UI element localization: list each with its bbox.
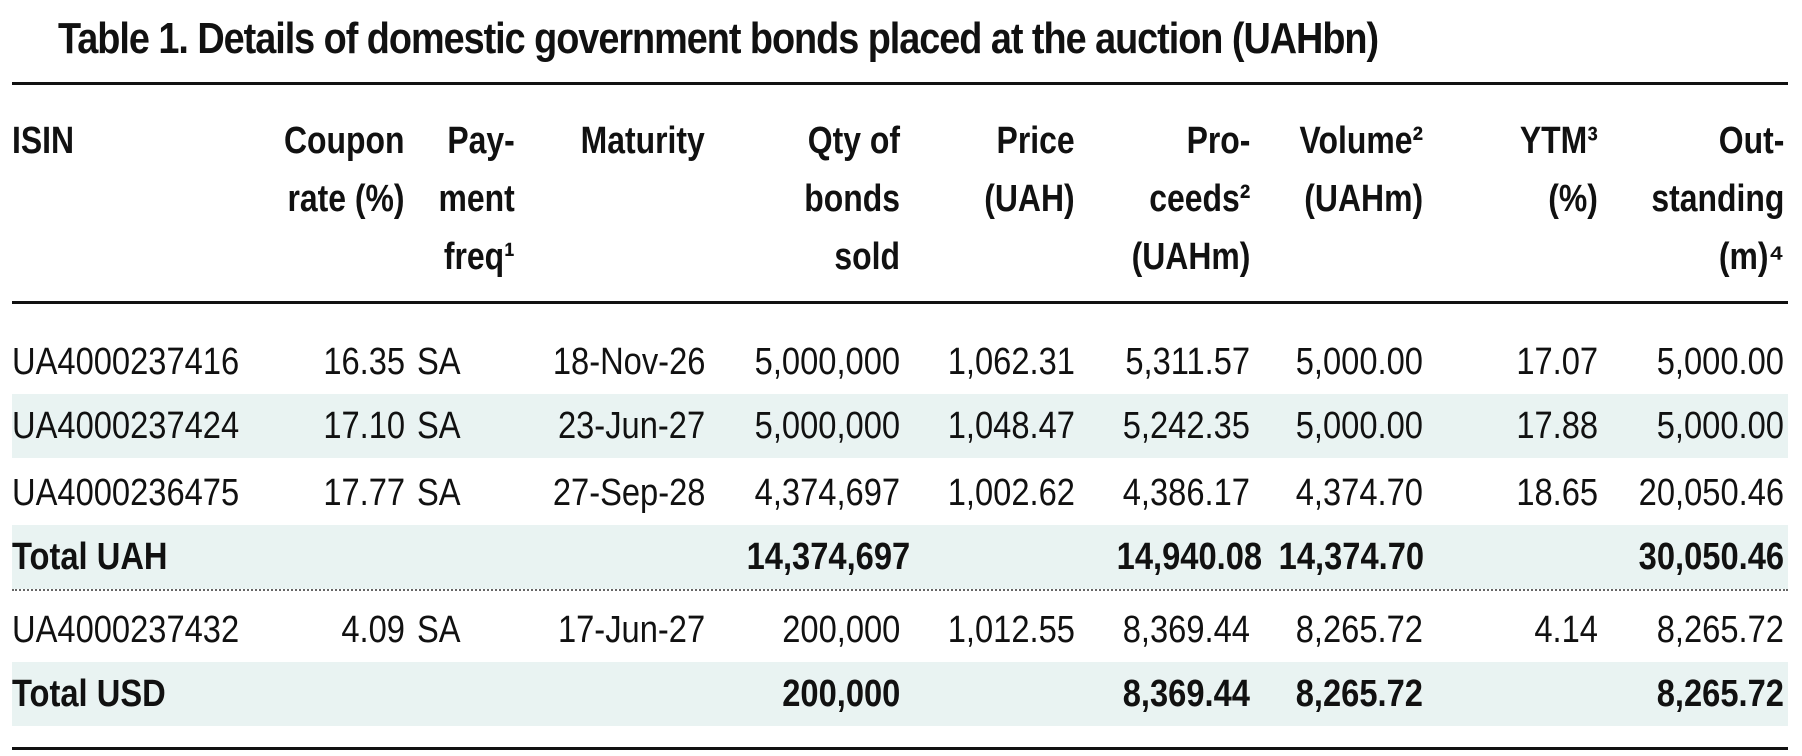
cell-coupon: 16.35: [323, 341, 405, 383]
cell-price: 1,062.31: [947, 341, 1075, 383]
cell-coupon: 17.77: [323, 472, 405, 514]
cell-ytm: 17.07: [1516, 341, 1598, 383]
section-divider: [12, 589, 1788, 591]
cell-volume: 8,265.72: [1295, 673, 1423, 715]
header-price: Price (UAH): [984, 120, 1075, 220]
cell-proceeds: 8,369.44: [1122, 673, 1250, 715]
cell-proceeds: 5,311.57: [1125, 341, 1250, 383]
cell-outstanding: 20,050.46: [1638, 472, 1784, 514]
header-payment-freq: Pay- ment freq¹: [438, 120, 515, 278]
header-rule: [12, 301, 1788, 304]
cell-outstanding: 8,265.72: [1656, 673, 1784, 715]
cell-freq: SA: [417, 472, 461, 514]
total-row-usd: Total USD 200,000 8,369.44 8,265.72 8,26…: [12, 662, 1788, 726]
cell-volume: 5,000.00: [1295, 341, 1423, 383]
cell-volume: 14,374.70: [1278, 536, 1425, 578]
cell-freq: SA: [417, 341, 461, 383]
cell-qty: 200,000: [781, 609, 900, 651]
table-title: Table 1. Details of domestic government …: [58, 14, 1379, 63]
cell-isin: UA4000237424: [12, 405, 240, 447]
bottom-rule: [12, 747, 1788, 750]
cell-isin: UA4000236475: [12, 472, 240, 514]
cell-qty: 5,000,000: [754, 341, 900, 383]
header-maturity: Maturity: [580, 120, 705, 162]
header-proceeds: Pro- ceeds² (UAHm): [1131, 120, 1250, 278]
cell-price: 1,002.62: [947, 472, 1075, 514]
cell-qty: 5,000,000: [754, 405, 900, 447]
cell-outstanding: 30,050.46: [1638, 536, 1784, 578]
cell-total-label: Total UAH: [12, 536, 168, 578]
cell-ytm: 17.88: [1516, 405, 1598, 447]
cell-maturity: 18-Nov-26: [552, 341, 705, 383]
cell-maturity: 27-Sep-28: [552, 472, 705, 514]
total-row-uah: Total UAH 14,374,697 14,940.08 14,374.70…: [12, 525, 1788, 589]
cell-qty: 4,374,697: [754, 472, 900, 514]
cell-maturity: 23-Jun-27: [557, 405, 705, 447]
header-ytm: YTM³ (%): [1519, 120, 1598, 220]
cell-proceeds: 8,369.44: [1122, 609, 1250, 651]
header-isin: ISIN: [12, 120, 75, 162]
cell-proceeds: 5,242.35: [1122, 405, 1250, 447]
header-volume: Volume² (UAHm): [1299, 120, 1423, 220]
cell-proceeds: 4,386.17: [1122, 472, 1250, 514]
cell-volume: 8,265.72: [1295, 609, 1423, 651]
top-rule: [12, 82, 1788, 85]
cell-coupon: 17.10: [323, 405, 405, 447]
cell-maturity: 17-Jun-27: [557, 609, 705, 651]
cell-freq: SA: [417, 405, 461, 447]
cell-price: 1,012.55: [947, 609, 1075, 651]
cell-ytm: 4.14: [1534, 609, 1598, 651]
table-row: UA4000237424 17.10 SA 23-Jun-27 5,000,00…: [12, 394, 1788, 458]
cell-outstanding: 8,265.72: [1656, 609, 1784, 651]
header-coupon-rate: Coupon rate (%): [284, 120, 405, 220]
cell-proceeds: 14,940.08: [1116, 536, 1262, 578]
cell-volume: 5,000.00: [1295, 405, 1423, 447]
table-row: UA4000237432 4.09 SA 17-Jun-27 200,000 1…: [12, 598, 1788, 662]
cell-freq: SA: [417, 609, 461, 651]
cell-isin: UA4000237416: [12, 341, 240, 383]
table-row: UA4000236475 17.77 SA 27-Sep-28 4,374,69…: [12, 461, 1788, 525]
cell-outstanding: 5,000.00: [1656, 341, 1784, 383]
header-outstanding: Out- standing (m)⁴: [1651, 120, 1784, 278]
cell-qty: 14,374,697: [746, 536, 911, 578]
cell-isin: UA4000237432: [12, 609, 240, 651]
table-row: UA4000237416 16.35 SA 18-Nov-26 5,000,00…: [12, 330, 1788, 394]
cell-outstanding: 5,000.00: [1656, 405, 1784, 447]
cell-volume: 4,374.70: [1295, 472, 1423, 514]
cell-ytm: 18.65: [1516, 472, 1598, 514]
cell-total-label: Total USD: [12, 673, 166, 715]
cell-price: 1,048.47: [947, 405, 1075, 447]
cell-coupon: 4.09: [341, 609, 405, 651]
header-qty-sold: Qty of bonds sold: [804, 120, 900, 278]
cell-qty: 200,000: [781, 673, 900, 715]
